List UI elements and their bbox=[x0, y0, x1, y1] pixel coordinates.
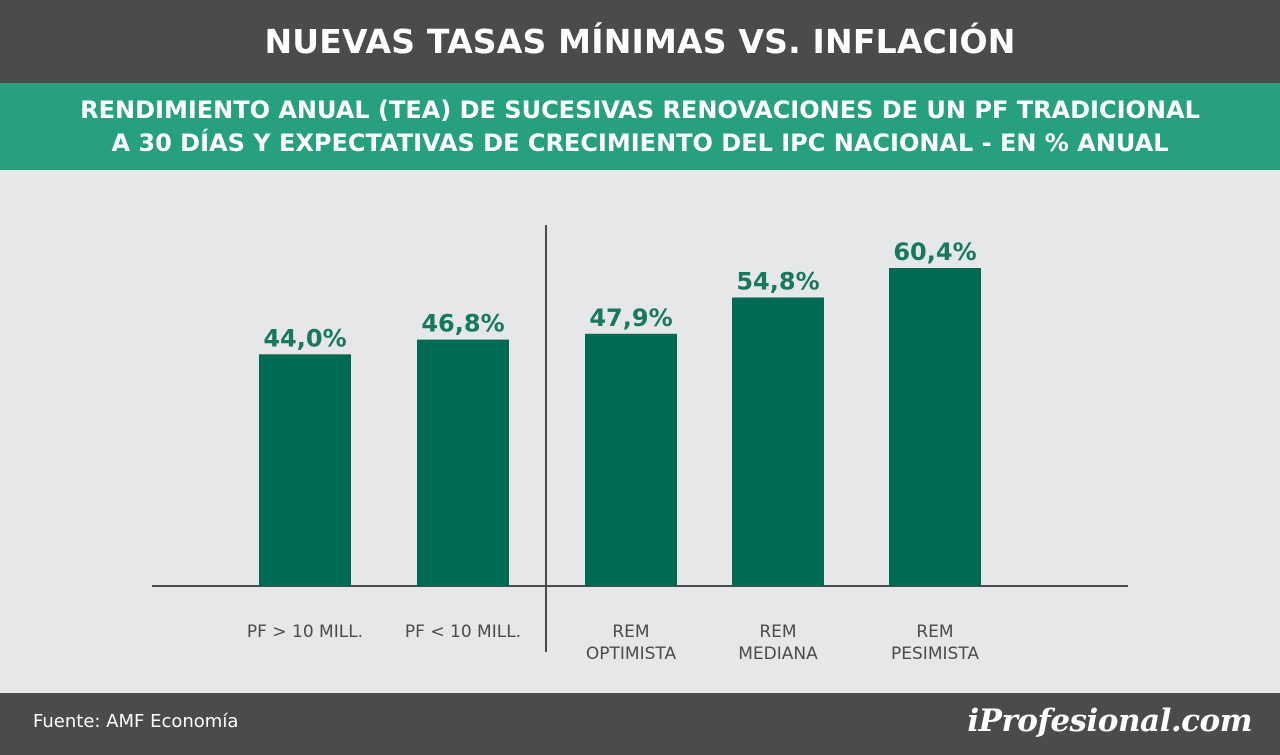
source-note: Fuente: AMF Economía bbox=[33, 711, 239, 732]
chart-title: NUEVAS TASAS MÍNIMAS VS. INFLACIÓN bbox=[264, 22, 1016, 61]
data-label-3: 47,9% bbox=[589, 304, 672, 332]
bar-chart: 44,0% PF > 10 MILL. 46,8% PF < 10 MILL. 47,9… bbox=[152, 225, 1128, 664]
chart-title-bar: NUEVAS TASAS MÍNIMAS VS. INFLACIÓN bbox=[0, 0, 1280, 83]
bar-2 bbox=[417, 339, 509, 586]
chart-subtitle-line-1: RENDIMIENTO ANUAL (TEA) DE SUCESIVAS REN… bbox=[80, 95, 1200, 124]
chart-subtitle-bar: RENDIMIENTO ANUAL (TEA) DE SUCESIVAS REN… bbox=[0, 83, 1280, 170]
data-label-1: 44,0% bbox=[263, 324, 346, 352]
bar-4 bbox=[732, 297, 824, 586]
category-label-5-line-2: PESIMISTA bbox=[891, 644, 979, 664]
category-label-3-line-1: REM bbox=[612, 622, 649, 642]
chart-subtitle-line-2: A 30 DÍAS Y EXPECTATIVAS DE CRECIMIENTO … bbox=[111, 128, 1169, 157]
category-label-1-line-1: PF > 10 MILL. bbox=[247, 622, 363, 642]
category-label-5-line-1: REM bbox=[916, 622, 953, 642]
bar-3 bbox=[585, 333, 677, 586]
category-label-3-line-2: OPTIMISTA bbox=[586, 644, 677, 664]
category-label-4-line-1: REM bbox=[759, 622, 796, 642]
data-label-4: 54,8% bbox=[736, 267, 819, 295]
category-label-2-line-1: PF < 10 MILL. bbox=[405, 622, 521, 642]
bar-1 bbox=[259, 354, 351, 586]
data-label-5: 60,4% bbox=[893, 238, 976, 266]
chart-area: 44,0% PF > 10 MILL. 46,8% PF < 10 MILL. 47,9… bbox=[0, 170, 1280, 693]
brand-logo: iProfesional.com bbox=[967, 703, 1252, 739]
data-label-2: 46,8% bbox=[421, 310, 504, 338]
footer: Fuente: AMF Economía iProfesional.com bbox=[0, 693, 1280, 755]
bar-5 bbox=[889, 268, 981, 586]
category-label-4-line-2: MEDIANA bbox=[738, 644, 818, 664]
